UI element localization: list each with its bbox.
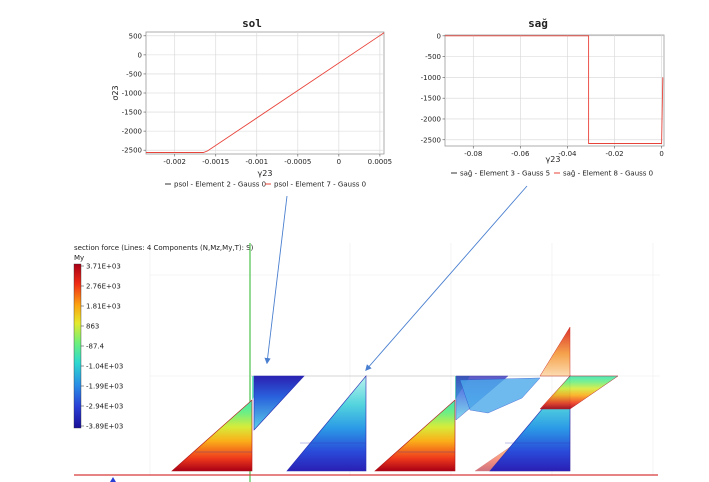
grid xyxy=(442,35,664,149)
small-axis-marker xyxy=(110,477,116,482)
y-tick-label: -500 xyxy=(126,70,142,78)
y-tick-labels: 500 0 -500 -1000 -1500 -2000 -2500 xyxy=(122,32,142,154)
y-tick-label: 500 xyxy=(129,32,142,40)
y-tick-label: 0 xyxy=(437,32,441,40)
component-label: My xyxy=(74,254,84,262)
force-fill-blue xyxy=(459,377,541,414)
y-tick-label: -2500 xyxy=(122,147,142,155)
y-tick-label: -500 xyxy=(425,53,441,61)
section-force-diagram xyxy=(171,326,619,472)
plot-frame xyxy=(444,34,665,147)
colorbar-label: 863 xyxy=(86,323,99,331)
y-tick-label: 0 xyxy=(138,51,142,59)
x-tick-labels: -0.08 -0.06 -0.04 -0.02 0 xyxy=(464,150,664,158)
x-tick-label: -0.001 xyxy=(246,158,269,166)
legend-entry: psol - Element 2 - Gauss 0 xyxy=(174,181,266,189)
x-tick-label: -0.0015 xyxy=(202,158,229,166)
series-lines xyxy=(445,35,664,144)
chart-title: sol xyxy=(242,17,262,30)
x-tick-labels: -0.002 -0.0015 -0.001 -0.0005 0 0.0005 xyxy=(163,158,392,166)
viewport-3d[interactable]: section force (Lines: 4 Components (N,Mz… xyxy=(73,185,660,482)
y-tick-label: -2500 xyxy=(421,136,441,144)
legend-entry: sağ - Element 3 - Gauss 5 xyxy=(460,170,550,178)
x-tick-label: -0.08 xyxy=(464,150,482,158)
y-tick-label: -1500 xyxy=(122,109,142,117)
chart-title: sağ xyxy=(528,17,548,30)
series-line xyxy=(445,35,664,144)
colorbar-gradient xyxy=(73,263,82,429)
legend-entry: sağ - Element 8 - Gauss 0 xyxy=(563,170,653,178)
x-tick-label: 0.0005 xyxy=(368,158,393,166)
colorbar-label: 1.81E+03 xyxy=(86,303,121,311)
y-tick-label: -1000 xyxy=(421,74,441,82)
colorbar-label: 2.76E+03 xyxy=(86,283,121,291)
annotation-arrow xyxy=(264,195,288,365)
annotation-arrow xyxy=(365,185,528,371)
x-tick-label: -0.002 xyxy=(163,158,186,166)
colorbar-label: -1.99E+03 xyxy=(86,383,123,391)
force-fill-blue xyxy=(286,375,367,472)
force-fill-red xyxy=(539,375,619,410)
x-tick-label: 0 xyxy=(337,158,341,166)
series-lines xyxy=(146,32,385,153)
x-tick-label: -0.0005 xyxy=(284,158,311,166)
y-tick-label: -2000 xyxy=(122,128,142,136)
viewport-title: section force (Lines: 4 Components (N,Mz… xyxy=(74,244,254,252)
colorbar-label: -1.04E+03 xyxy=(86,363,123,371)
chart-sag: sağ -0.08 -0.06 -0.04 -0.02 0 0 -500 -1000 -150… xyxy=(421,17,665,178)
legend: psol - Element 2 - Gauss 0 psol - Elemen… xyxy=(165,181,366,189)
y-tick-label: -2000 xyxy=(421,115,441,123)
colorbar-label: -3.89E+03 xyxy=(86,423,123,431)
grid xyxy=(143,32,384,157)
x-tick-label: -0.04 xyxy=(558,150,577,158)
x-tick-label: -0.02 xyxy=(605,150,623,158)
colorbar: 3.71E+03 2.76E+03 1.81E+03 863 -87.4 -1.04E+0… xyxy=(73,263,123,431)
series-line xyxy=(146,32,385,153)
force-fill-red xyxy=(374,399,456,472)
force-fill-red xyxy=(171,399,253,472)
force-fill-blue xyxy=(253,375,305,431)
x-axis-label: γ23 xyxy=(258,169,273,178)
y-tick-label: -1500 xyxy=(421,95,441,103)
y-axis-label: σ23 xyxy=(111,85,120,100)
x-tick-label: 0 xyxy=(659,150,663,158)
x-tick-label: -0.06 xyxy=(511,150,530,158)
colorbar-label: -87.4 xyxy=(86,343,105,351)
y-tick-labels: 0 -500 -1000 -1500 -2000 -2500 xyxy=(421,32,441,144)
chart-sol: sol -0.002 -0.0015 -0.001 -0.0005 0 0.0005 50… xyxy=(111,17,392,189)
colorbar-label: 3.71E+03 xyxy=(86,263,121,271)
legend: sağ - Element 3 - Gauss 5 sağ - Element … xyxy=(451,170,653,178)
x-axis-label: γ23 xyxy=(546,155,561,164)
colorbar-labels: 3.71E+03 2.76E+03 1.81E+03 863 -87.4 -1.04E+0… xyxy=(81,263,123,431)
legend-entry: psol - Element 7 - Gauss 0 xyxy=(274,181,366,189)
colorbar-label: -2.94E+03 xyxy=(86,403,123,411)
force-fill-peak xyxy=(539,326,571,377)
y-tick-label: -1000 xyxy=(122,90,142,98)
